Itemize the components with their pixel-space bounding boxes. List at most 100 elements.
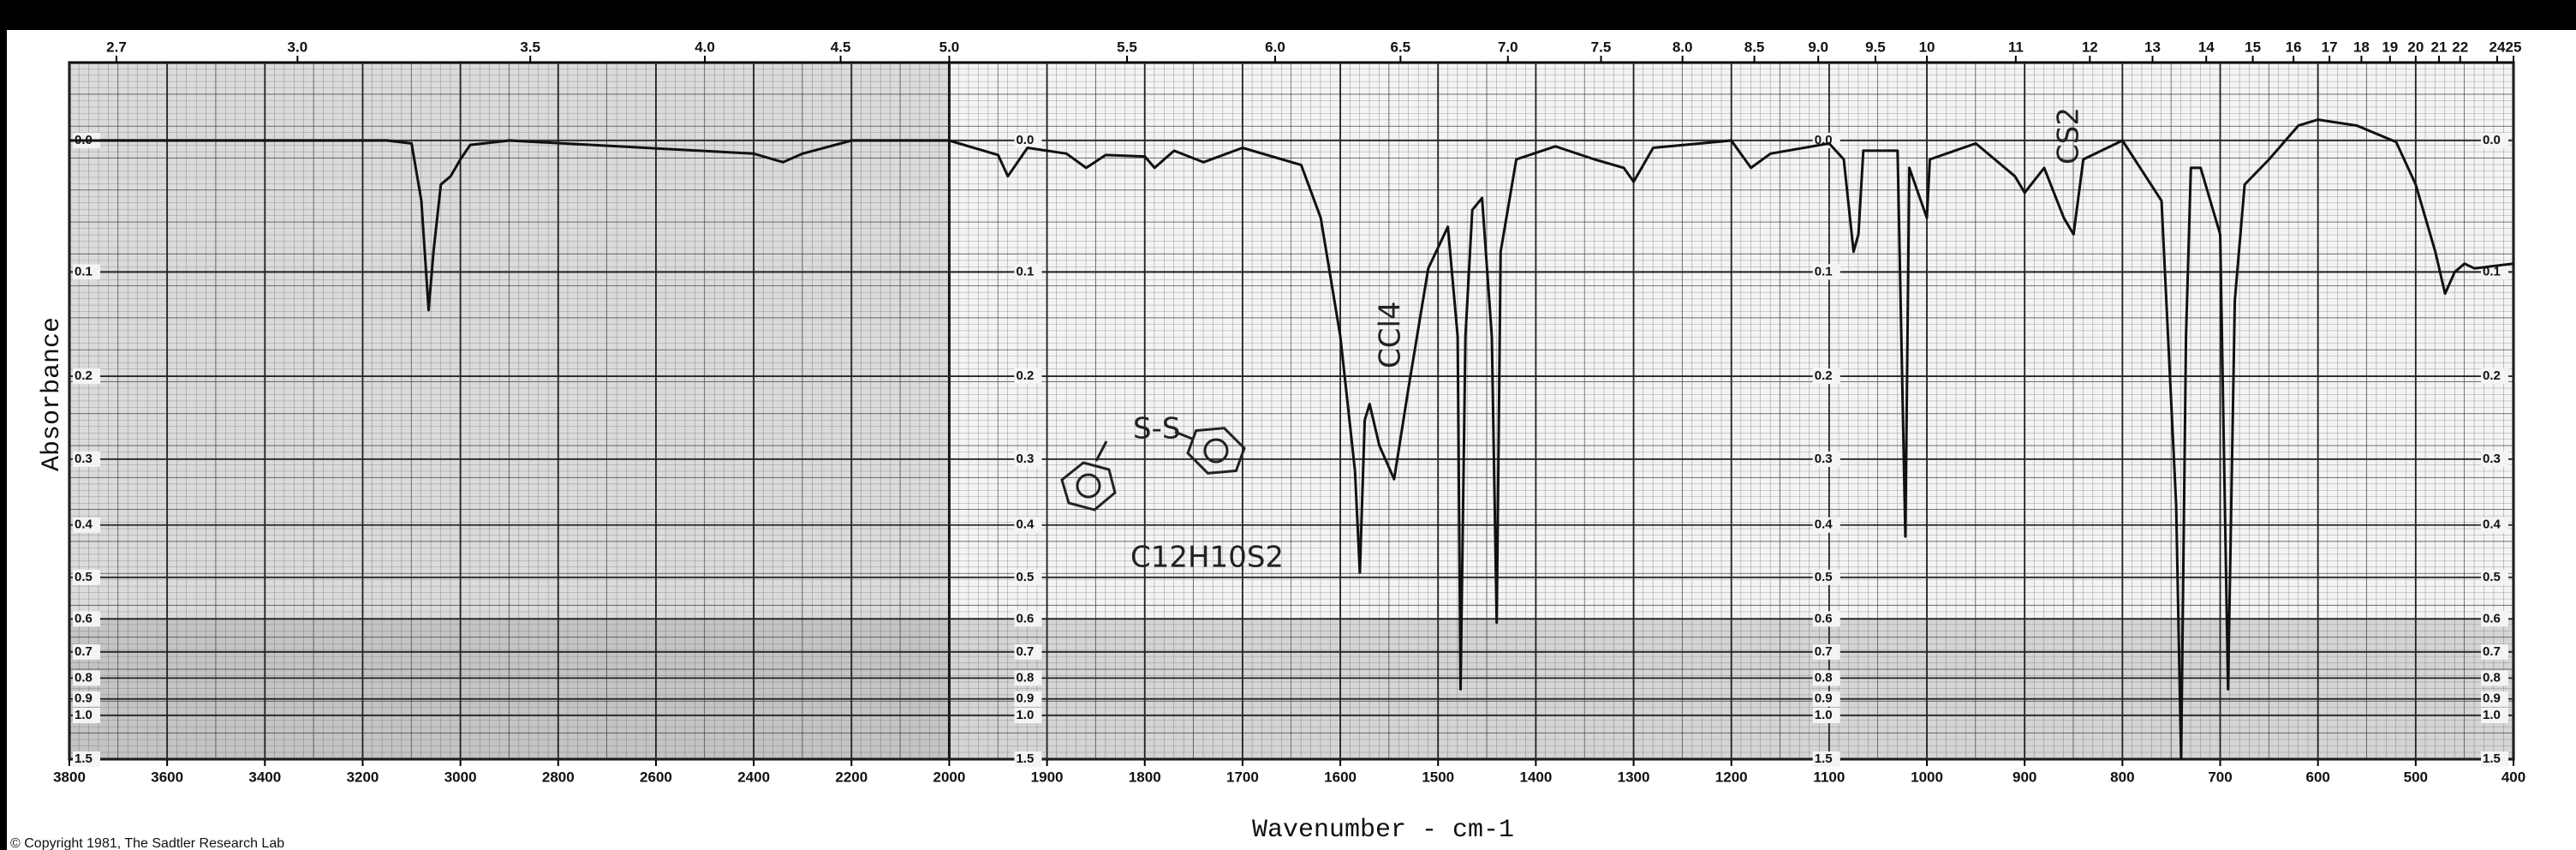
label-bg (73, 264, 100, 280)
x2-tick-label: 24 (2490, 39, 2506, 55)
x2-tick-label: 11 (2008, 39, 2024, 55)
y-tick-label: 0.1 (1815, 264, 1833, 278)
label-bg (73, 451, 100, 467)
label-bg (1014, 751, 1042, 767)
y-tick-label: 1.5 (75, 751, 92, 766)
label-bg (2481, 368, 2508, 385)
x-tick-label: 1200 (1715, 769, 1748, 785)
label-bg (73, 708, 100, 724)
label-bg (73, 751, 100, 767)
x2-tick-label: 13 (2144, 39, 2161, 55)
x-tick-label: 1700 (1226, 769, 1259, 785)
x-tick-label: 800 (2110, 769, 2134, 785)
label-bg (1014, 670, 1042, 686)
y-tick-label: 0.9 (1016, 691, 1034, 706)
x-tick-label: 400 (2501, 769, 2525, 785)
y-tick-label: 1.0 (2483, 708, 2501, 722)
y-tick-label: 0.7 (75, 644, 92, 659)
x-tick-label: 3000 (444, 769, 477, 785)
y-tick-label: 0.3 (1016, 452, 1034, 466)
label-bg (1014, 569, 1042, 585)
label-bg (1014, 611, 1042, 627)
y-tick-label: 0.6 (75, 611, 92, 626)
label-bg (2481, 517, 2508, 533)
y-tick-label: 0.1 (75, 264, 92, 278)
spectrum-line (69, 118, 2514, 761)
y-tick-label: 0.4 (1815, 518, 1834, 532)
y-axis-title: Absorbance (38, 317, 67, 471)
label-bg (1014, 451, 1042, 467)
x-tick-label: 2800 (542, 769, 575, 785)
y-tick-label: 0.5 (1016, 570, 1034, 584)
x2-tick-label: 3.5 (520, 39, 540, 55)
label-bg (1014, 368, 1042, 385)
x-axis-title: Wavenumber - cm-1 (1252, 816, 1514, 845)
x-tick-label: 900 (2012, 769, 2036, 785)
label-bg (1812, 670, 1840, 686)
annotation: CS2 (2052, 107, 2086, 165)
x2-tick-label: 4.5 (831, 39, 851, 55)
x-tick-label: 1800 (1129, 769, 1161, 785)
x2-tick-label: 19 (2382, 39, 2398, 55)
x2-tick-label: 25 (2506, 39, 2522, 55)
top-band (0, 0, 2576, 30)
x-tick-label: 1600 (1324, 769, 1357, 785)
label-bg (1812, 517, 1840, 533)
label-bg (1812, 643, 1840, 660)
x-tick-label: 2200 (835, 769, 868, 785)
x-tick-label: 2400 (737, 769, 770, 785)
y-tick-label: 0.9 (2483, 691, 2501, 706)
x-tick-label: 500 (2404, 769, 2428, 785)
y-tick-label: 0.4 (1016, 518, 1035, 532)
label-bg (73, 611, 100, 627)
copyright: © Copyright 1981, The Sadtler Research L… (10, 836, 284, 850)
y-tick-label: 0.0 (1016, 133, 1034, 147)
x-tick-label: 1100 (1813, 769, 1845, 785)
x-tick-label: 2000 (933, 769, 966, 785)
label-bg (1812, 691, 1840, 707)
annotation: C12H10S2 (1130, 541, 1284, 575)
x-tick-label: 1500 (1422, 769, 1454, 785)
y-tick-label: 0.6 (2483, 611, 2501, 626)
y-tick-label: 0.5 (75, 570, 92, 584)
y-tick-label: 0.7 (1815, 644, 1833, 659)
y-tick-label: 1.0 (1016, 708, 1034, 722)
label-bg (1014, 643, 1042, 660)
label-bg (73, 517, 100, 533)
y-tick-label: 0.2 (1016, 368, 1034, 383)
label-bg (1812, 611, 1840, 627)
label-bg (2481, 264, 2508, 280)
x2-tick-label: 8.5 (1744, 39, 1765, 55)
label-bg (1014, 132, 1042, 148)
label-bg (73, 670, 100, 686)
x2-tick-label: 2.7 (106, 39, 127, 55)
label-bg (73, 643, 100, 660)
label-bg (1812, 451, 1840, 467)
x-tick-label: 1400 (1519, 769, 1552, 785)
label-bg (1812, 751, 1840, 767)
y-tick-label: 1.0 (1815, 708, 1833, 722)
x-tick-label: 1300 (1618, 769, 1650, 785)
x-tick-label: 2600 (640, 769, 672, 785)
y-tick-label: 0.1 (1016, 264, 1034, 278)
x-tick-label: 3400 (248, 769, 281, 785)
x-tick-label: 3800 (53, 769, 86, 785)
label-bg (73, 569, 100, 585)
y-tick-label: 1.5 (2483, 751, 2501, 766)
y-tick-label: 0.8 (75, 670, 92, 685)
label-bg (1812, 264, 1840, 280)
y-tick-label: 0.7 (1016, 644, 1034, 659)
y-tick-label: 0.3 (1815, 452, 1833, 466)
y-tick-label: 0.8 (1815, 670, 1833, 685)
label-bg (1014, 708, 1042, 724)
y-tick-label: 0.8 (1016, 670, 1034, 685)
label-bg (2481, 132, 2508, 148)
y-tick-label: 1.0 (75, 708, 92, 722)
marks (69, 118, 2514, 761)
label-bg (2481, 751, 2508, 767)
x2-tick-label: 21 (2431, 39, 2448, 55)
x2-tick-label: 15 (2245, 39, 2261, 55)
axes: 3800 3600 3400 3200 3000 2800 2600 2400 2200 2000… (53, 39, 2525, 785)
x2-tick-label: 18 (2353, 39, 2370, 55)
